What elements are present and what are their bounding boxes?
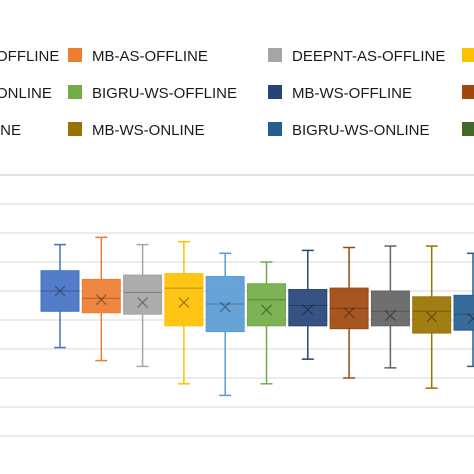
box [40, 270, 80, 312]
mean-marker [467, 313, 474, 324]
box-series-item [123, 243, 163, 368]
legend-label: MB-AS-OFFLINE [92, 48, 208, 65]
mean-marker [54, 285, 66, 297]
legend-swatch [462, 122, 474, 136]
box-series-item [40, 243, 80, 349]
legend-swatch [268, 122, 282, 136]
legend-swatch [268, 48, 282, 62]
box-series-item [370, 245, 410, 369]
legend-swatch [268, 85, 282, 99]
legend-label: BIGRU-WS-ONLINE [292, 122, 430, 139]
legend-item: MB-WS-ONLINE [68, 122, 205, 139]
mean-marker [261, 304, 272, 316]
legend-label: INE [0, 122, 21, 139]
box-series-item [205, 252, 245, 397]
box-series [40, 236, 474, 397]
box-series-item [81, 236, 121, 362]
legend-item: ONLINE [0, 85, 52, 102]
box [370, 290, 410, 327]
box-series-item [164, 240, 204, 385]
box-series-item [247, 261, 286, 385]
mean-marker [426, 311, 438, 323]
box-series-item [329, 246, 369, 379]
legend-label: MB-WS-OFFLINE [292, 85, 412, 102]
legend-item [462, 85, 474, 99]
legend-item: MB-WS-OFFLINE [268, 85, 412, 102]
mean-marker [302, 304, 314, 316]
legend: OFFLINE MB-AS-OFFLINE DEEPNT-AS-OFFLINE ONL… [0, 48, 474, 139]
legend-swatch [462, 85, 474, 99]
box [205, 276, 245, 333]
box [123, 274, 163, 315]
legend-swatch [462, 48, 474, 62]
mean-marker [178, 297, 190, 309]
legend-label: MB-WS-ONLINE [92, 122, 205, 139]
box-series-item [453, 252, 474, 368]
legend-swatch [68, 85, 82, 99]
legend-item: INE [0, 122, 21, 139]
mean-marker [384, 310, 396, 322]
legend-item: BIGRU-WS-ONLINE [268, 122, 430, 139]
legend-swatch [68, 122, 82, 136]
mean-marker [219, 301, 231, 313]
legend-item [462, 48, 474, 62]
box-series-item [288, 249, 328, 360]
legend-item: OFFLINE [0, 48, 59, 65]
legend-item: BIGRU-WS-OFFLINE [68, 85, 237, 102]
legend-label: OFFLINE [0, 48, 59, 65]
box [329, 287, 369, 330]
mean-marker [343, 307, 355, 319]
box [247, 283, 286, 327]
box [288, 289, 328, 327]
mean-marker [95, 294, 107, 306]
box-series-item [412, 245, 452, 389]
legend-item [462, 122, 474, 136]
legend-label: DEEPNT-AS-OFFLINE [292, 48, 445, 65]
box [453, 294, 474, 331]
mean-marker [137, 297, 149, 309]
legend-label: BIGRU-WS-OFFLINE [92, 85, 237, 102]
box [81, 278, 121, 314]
legend-item: DEEPNT-AS-OFFLINE [268, 48, 445, 65]
legend-label: ONLINE [0, 85, 52, 102]
box [164, 273, 204, 327]
box [412, 296, 452, 334]
legend-item: MB-AS-OFFLINE [68, 48, 208, 65]
legend-swatch [68, 48, 82, 62]
